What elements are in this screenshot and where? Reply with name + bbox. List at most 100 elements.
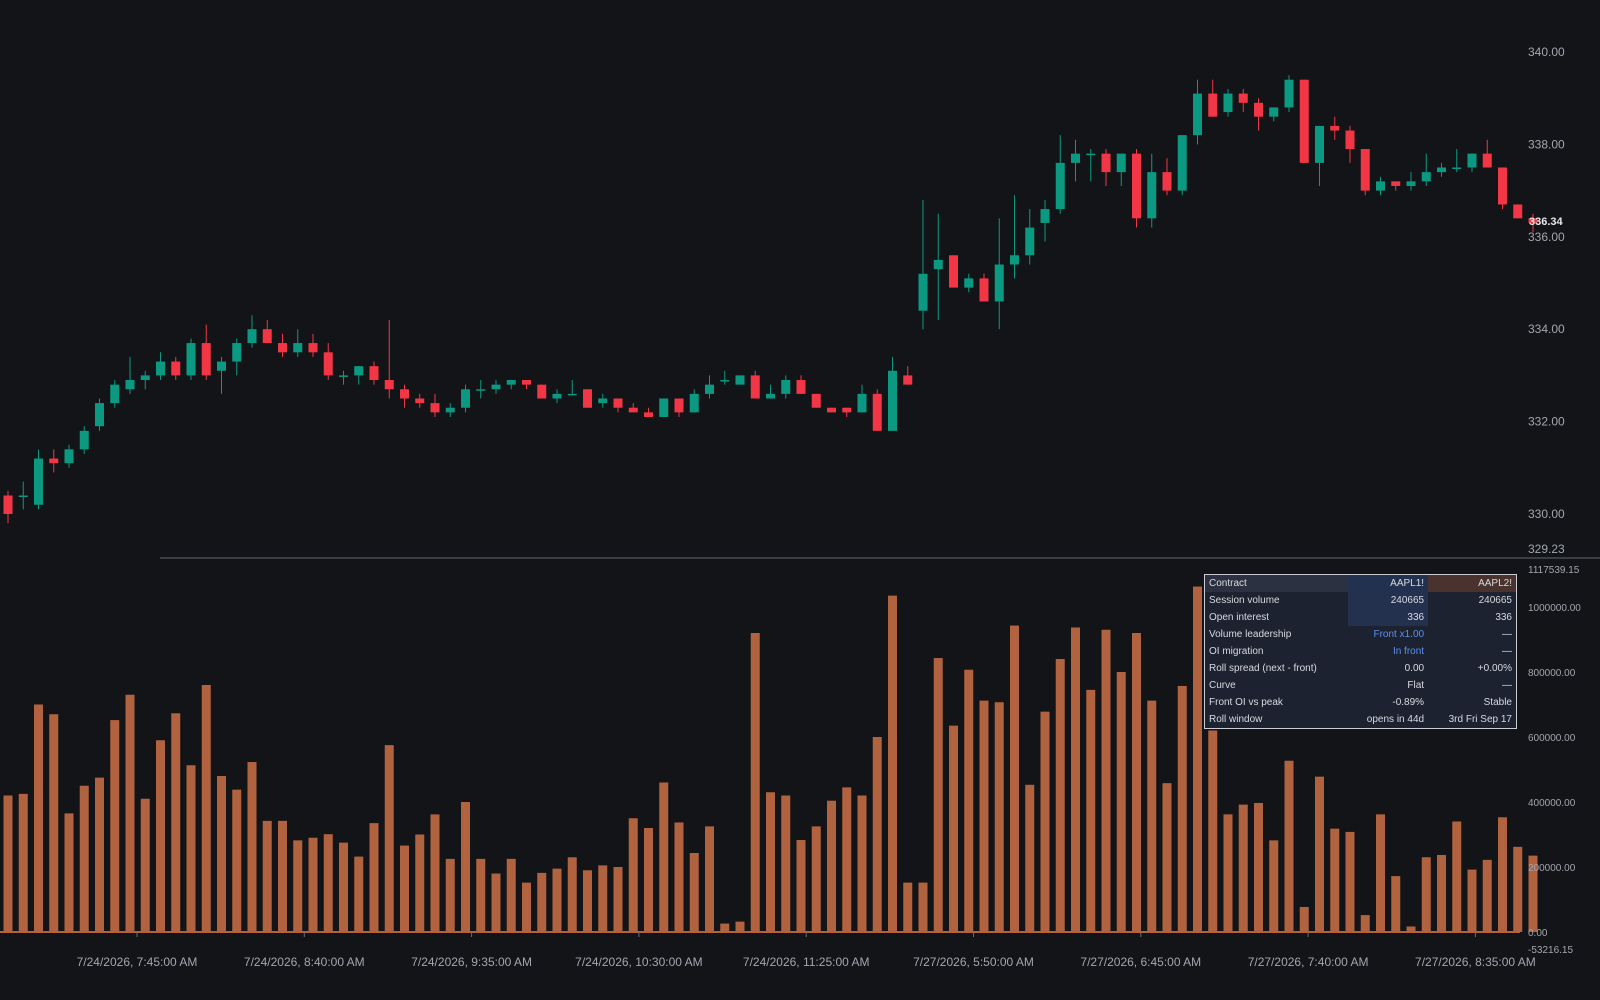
time-tick-label: 7/24/2026, 7:45:00 AM [77, 955, 198, 969]
candle-body [583, 389, 592, 408]
volume-bar [1299, 906, 1309, 932]
volume-bar [308, 837, 318, 932]
volume-bar [567, 857, 577, 932]
candle [384, 319, 394, 399]
volume-axis: 1117539.15 -53216.15 1000000.00 800000.00… [1528, 565, 1581, 956]
price-pane [3, 75, 1538, 524]
candle-body [1116, 153, 1126, 173]
volume-bar [79, 785, 89, 932]
time-tick-label: 7/24/2026, 9:35:00 AM [411, 955, 532, 969]
candle-body [1132, 153, 1141, 219]
candle [994, 218, 1004, 330]
volume-bar [720, 923, 730, 932]
volume-tick-label: 200000.00 [1528, 863, 1576, 874]
volume-bar [994, 702, 1004, 932]
candle [857, 384, 867, 413]
candle-body [1376, 181, 1385, 191]
volume-tick-label: 0.00 [1528, 928, 1548, 939]
candle [34, 449, 43, 510]
candle [1513, 204, 1523, 219]
candle [1360, 149, 1370, 196]
candle-body [674, 398, 684, 413]
candle-body [1391, 181, 1401, 186]
candle-body [979, 278, 989, 302]
volume-bar [659, 782, 669, 932]
volume-bar [1452, 821, 1462, 932]
candle [644, 407, 653, 417]
time-tick-label: 7/24/2026, 11:25:00 AM [743, 955, 870, 969]
volume-bar [3, 795, 13, 932]
candle [217, 356, 226, 394]
row-label: Front OI vs peak [1209, 697, 1283, 708]
candle [1315, 125, 1324, 186]
volume-bar [354, 856, 364, 932]
volume-bar [34, 704, 43, 932]
candle [659, 398, 669, 417]
volume-bar [689, 853, 699, 932]
candle-body [323, 352, 333, 376]
volume-bar [1177, 685, 1187, 932]
volume-bar [537, 872, 547, 932]
row-label: Session volume [1209, 595, 1280, 606]
volume-bar [933, 658, 943, 932]
candle-body [1284, 79, 1294, 108]
candle-body [1101, 153, 1111, 173]
volume-bar [1116, 672, 1126, 932]
volume-bar [430, 814, 440, 932]
info-row-roll-window: Roll window opens in 44d 3rd Fri Sep 17 [1205, 711, 1516, 728]
candle-body [369, 366, 379, 381]
volume-tick-label: 600000.00 [1528, 733, 1576, 744]
candle [567, 380, 577, 396]
row-label: Roll window [1209, 714, 1263, 725]
candle-body [64, 449, 74, 464]
candle [552, 389, 562, 404]
candle-body [811, 393, 821, 408]
candle-body [1467, 153, 1477, 168]
candle [674, 398, 684, 417]
candle [1223, 88, 1233, 117]
candle-body [354, 366, 364, 376]
volume-bar [1254, 802, 1263, 932]
volume-bar [49, 714, 59, 932]
candle-body [537, 384, 547, 399]
candle-body [766, 393, 775, 399]
volume-bar [766, 792, 775, 932]
volume-bar [1376, 814, 1385, 932]
candle-body [18, 495, 28, 498]
price-tick-label: 338.00 [1528, 137, 1565, 151]
time-tick-label: 7/27/2026, 6:45:00 AM [1080, 955, 1201, 969]
candle-body [598, 398, 608, 404]
front-value: -0.89% [1392, 697, 1425, 708]
candle [1254, 98, 1263, 131]
price-tick-label: 330.00 [1528, 507, 1565, 521]
price-axis: 336.34 329.23 340.00 338.00 336.00 334.00 33… [1528, 45, 1565, 556]
volume-bar [1040, 711, 1050, 932]
candle-body [1193, 93, 1202, 136]
time-tick-label: 7/24/2026, 8:40:00 AM [244, 955, 365, 969]
volume-bar [1055, 659, 1065, 932]
candle [369, 361, 379, 385]
volume-tick-label: 400000.00 [1528, 798, 1576, 809]
candle [1162, 158, 1172, 196]
candle [1437, 162, 1446, 177]
candle-body [781, 380, 791, 394]
candle-body [1177, 135, 1187, 191]
candle [1101, 149, 1111, 186]
candle-body [1025, 227, 1035, 256]
volume-bar [232, 789, 242, 932]
candle-body [1254, 102, 1263, 117]
volume-bar [262, 820, 272, 932]
candle [1025, 209, 1035, 265]
volume-bar [18, 793, 28, 932]
candle [308, 333, 318, 357]
candle-body [1223, 93, 1233, 113]
volume-bar [217, 776, 226, 932]
candle-body [842, 407, 852, 413]
candle-body [1360, 149, 1370, 191]
candle [64, 444, 74, 468]
front-value: opens in 44d [1366, 714, 1425, 725]
candle-body [476, 389, 486, 391]
candle-body [903, 375, 913, 385]
candle [354, 366, 364, 385]
